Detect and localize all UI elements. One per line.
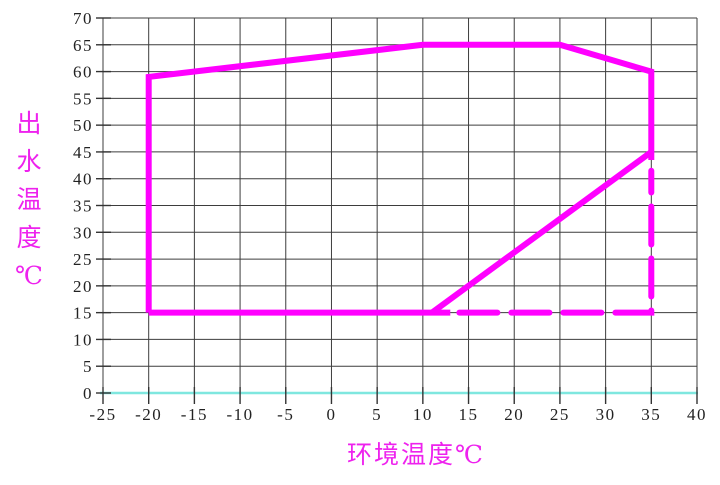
y-tick-label: 45 [73,143,93,162]
x-axis-title: 环境温度℃ [347,442,485,469]
y-tick-label: 0 [83,384,93,403]
y-tick-label: 30 [73,223,93,242]
y-tick-label: 25 [73,250,93,269]
y-tick-label: 65 [73,36,93,55]
y-tick-label: 40 [73,170,93,189]
x-tick-label: 10 [413,405,433,424]
x-tick-label: -10 [226,405,253,424]
x-tick-label: -15 [181,405,208,424]
y-tick-label: 10 [73,330,93,349]
y-axis-title-char: 度 [16,225,42,252]
x-tick-label: 40 [687,405,707,424]
x-tick-label: -25 [89,405,116,424]
y-tick-label: 5 [83,357,93,376]
y-tick-label: 55 [73,89,93,108]
y-tick-label: 35 [73,197,93,216]
y-tick-label: 20 [73,277,93,296]
y-axis-title-char: 温 [16,187,42,214]
x-tick-label: 25 [550,405,570,424]
y-axis-title: 出水温度 ℃ [12,106,46,296]
series-extended-range-dashed [456,167,655,316]
x-tick-label: 20 [504,405,524,424]
y-tick-label: 60 [73,63,93,82]
x-tick-label: 0 [326,405,336,424]
y-tick-label: 70 [73,9,93,28]
x-tick-label: -5 [277,405,294,424]
y-axis-title-char: 出 [16,111,42,138]
x-tick-label: 5 [372,405,382,424]
x-tick-label: 30 [596,405,616,424]
y-axis-title-char: ℃ [15,263,43,290]
x-tick-label: 35 [641,405,661,424]
y-tick-label: 15 [73,304,93,323]
y-axis-title-char: 水 [16,149,42,176]
x-tick-label: -20 [135,405,162,424]
series-max-outlet-diagonal-solid [430,149,654,316]
x-tick-label: 15 [459,405,479,424]
series-operating-envelope-solid [145,41,655,313]
y-tick-label: 50 [73,116,93,135]
